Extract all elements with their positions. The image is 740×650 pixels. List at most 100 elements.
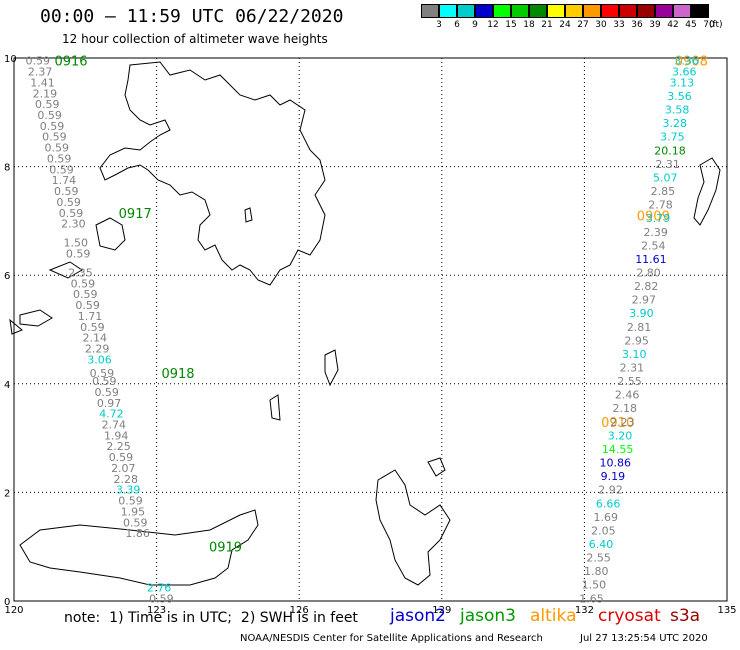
swh-value: 4.72 bbox=[99, 408, 124, 421]
scale-unit: (ft) bbox=[709, 20, 723, 30]
scale-tick-label: 24 bbox=[559, 20, 571, 30]
lat-tick-label: 10 bbox=[4, 54, 17, 65]
scale-tick-label: 15 bbox=[505, 20, 517, 30]
swh-value: 2.05 bbox=[591, 524, 616, 537]
swh-value: 3.90 bbox=[629, 307, 654, 320]
scale-tick-label: 9 bbox=[472, 20, 478, 30]
swh-value: 3.75 bbox=[660, 131, 685, 144]
scale-swatch bbox=[583, 4, 601, 18]
scale-swatch bbox=[673, 4, 691, 18]
swh-value: 0.59 bbox=[109, 451, 134, 464]
swh-value: 5.07 bbox=[653, 171, 678, 184]
morotai-coast bbox=[427, 457, 446, 477]
swh-value: 3.06 bbox=[87, 353, 112, 366]
swh-value: 3.10 bbox=[622, 348, 647, 361]
satellite-label: jason2 bbox=[390, 606, 446, 626]
swh-value: 1.80 bbox=[584, 565, 609, 578]
swh-value: 1.50 bbox=[582, 579, 607, 592]
swh-value: 2.37 bbox=[28, 66, 53, 79]
swh-value: 2.81 bbox=[627, 321, 652, 334]
swh-value: 2.55 bbox=[617, 375, 642, 388]
lon-tick-label: 126 bbox=[290, 605, 309, 616]
scale-swatch bbox=[655, 4, 673, 18]
scale-tick-label: 42 bbox=[667, 20, 679, 30]
swh-value: 0.97 bbox=[97, 397, 122, 410]
swh-value: 3.20 bbox=[608, 429, 633, 442]
track-time-label: 0917 bbox=[119, 207, 152, 222]
swh-value: 0.59 bbox=[35, 98, 60, 111]
swh-value: 1.69 bbox=[594, 511, 619, 524]
swh-value: 0.59 bbox=[75, 299, 100, 312]
swh-value: 3.66 bbox=[672, 66, 697, 79]
mindanao-coast bbox=[99, 61, 326, 286]
swh-value: 11.61 bbox=[635, 253, 667, 266]
track-time-label: 0908 bbox=[675, 55, 708, 70]
swh-value: 2.23 bbox=[610, 416, 635, 429]
sulawesi-coast bbox=[19, 509, 259, 586]
scale-tick-label: 33 bbox=[613, 20, 625, 30]
swh-value: 2.30 bbox=[61, 218, 86, 231]
satellite-label: jason3 bbox=[460, 606, 516, 626]
scale-swatch bbox=[529, 4, 547, 18]
scale-swatch bbox=[619, 4, 637, 18]
scale-swatch bbox=[475, 4, 493, 18]
scale-tick-label: 70 bbox=[703, 20, 715, 30]
swh-value: 3.13 bbox=[670, 76, 695, 89]
lat-tick-label: 6 bbox=[4, 271, 10, 282]
scale-swatch bbox=[439, 4, 457, 18]
swh-value: 0.59 bbox=[94, 386, 119, 399]
swh-value: 0.59 bbox=[37, 109, 62, 122]
swh-value: 2.80 bbox=[636, 266, 661, 279]
swh-value: 2.39 bbox=[643, 226, 668, 239]
swh-value: 14.55 bbox=[602, 443, 634, 456]
track-time-label: 0919 bbox=[209, 541, 242, 556]
scale-tick-label: 30 bbox=[595, 20, 607, 30]
swh-value: 20.18 bbox=[654, 144, 686, 157]
swh-value: 0.59 bbox=[90, 367, 115, 380]
scale-swatch bbox=[565, 4, 583, 18]
swh-value: 3.79 bbox=[646, 212, 671, 225]
swh-value: 2.97 bbox=[632, 294, 657, 307]
swh-value: 1.94 bbox=[104, 429, 129, 442]
satellite-label: cryosat bbox=[598, 606, 661, 626]
swh-value: 0.59 bbox=[73, 288, 98, 301]
swh-value: 2.82 bbox=[634, 280, 659, 293]
track-time-label: 0916 bbox=[54, 55, 87, 70]
swh-value: 2.07 bbox=[111, 462, 136, 475]
swh-value: 0.59 bbox=[49, 163, 74, 176]
scale-swatch bbox=[637, 4, 655, 18]
page-subtitle: 12 hour collection of altimeter wave hei… bbox=[62, 32, 328, 46]
swh-value: 1.50 bbox=[64, 237, 89, 250]
swh-value: 0.59 bbox=[123, 516, 148, 529]
swh-value: 2.74 bbox=[102, 419, 127, 432]
sulu-islands bbox=[9, 261, 83, 335]
swh-value: 3.36 bbox=[674, 55, 699, 68]
swh-value: 0.59 bbox=[45, 142, 70, 155]
lat-tick-label: 2 bbox=[4, 488, 10, 499]
footer-timestamp: Jul 27 13:25:54 UTC 2020 bbox=[580, 633, 708, 644]
swh-value: 2.95 bbox=[624, 334, 649, 347]
scale-tick-label: 3 bbox=[436, 20, 442, 30]
swh-value: 0.59 bbox=[26, 55, 51, 68]
page-title: 00:00 – 11:59 UTC 06/22/2020 bbox=[40, 6, 344, 27]
scale-tick-label: 18 bbox=[523, 20, 535, 30]
scale-swatch bbox=[547, 4, 565, 18]
small-islands bbox=[244, 207, 339, 421]
footer-center: NOAA/NESDIS Center for Satellite Applica… bbox=[240, 633, 543, 644]
swh-value: 0.59 bbox=[149, 592, 174, 605]
swh-value: 0.59 bbox=[47, 152, 72, 165]
scale-swatch bbox=[691, 4, 709, 18]
lat-tick-label: 0 bbox=[4, 597, 10, 608]
swh-value: 1.95 bbox=[121, 505, 146, 518]
swh-value: 0.59 bbox=[80, 321, 105, 334]
scale-swatch bbox=[493, 4, 511, 18]
satellite-label: altika bbox=[530, 606, 577, 626]
scale-tick-label: 27 bbox=[577, 20, 589, 30]
swh-value: 6.40 bbox=[589, 538, 614, 551]
lon-tick-label: 120 bbox=[4, 605, 23, 616]
lon-tick-label: 129 bbox=[432, 605, 451, 616]
swh-value: 2.29 bbox=[85, 343, 110, 356]
track-labels: 0916 0917 0918 0919 0908 0909 0910 bbox=[54, 55, 707, 556]
swh-value: 2.54 bbox=[641, 239, 666, 252]
scale-tick-label: 36 bbox=[631, 20, 643, 30]
